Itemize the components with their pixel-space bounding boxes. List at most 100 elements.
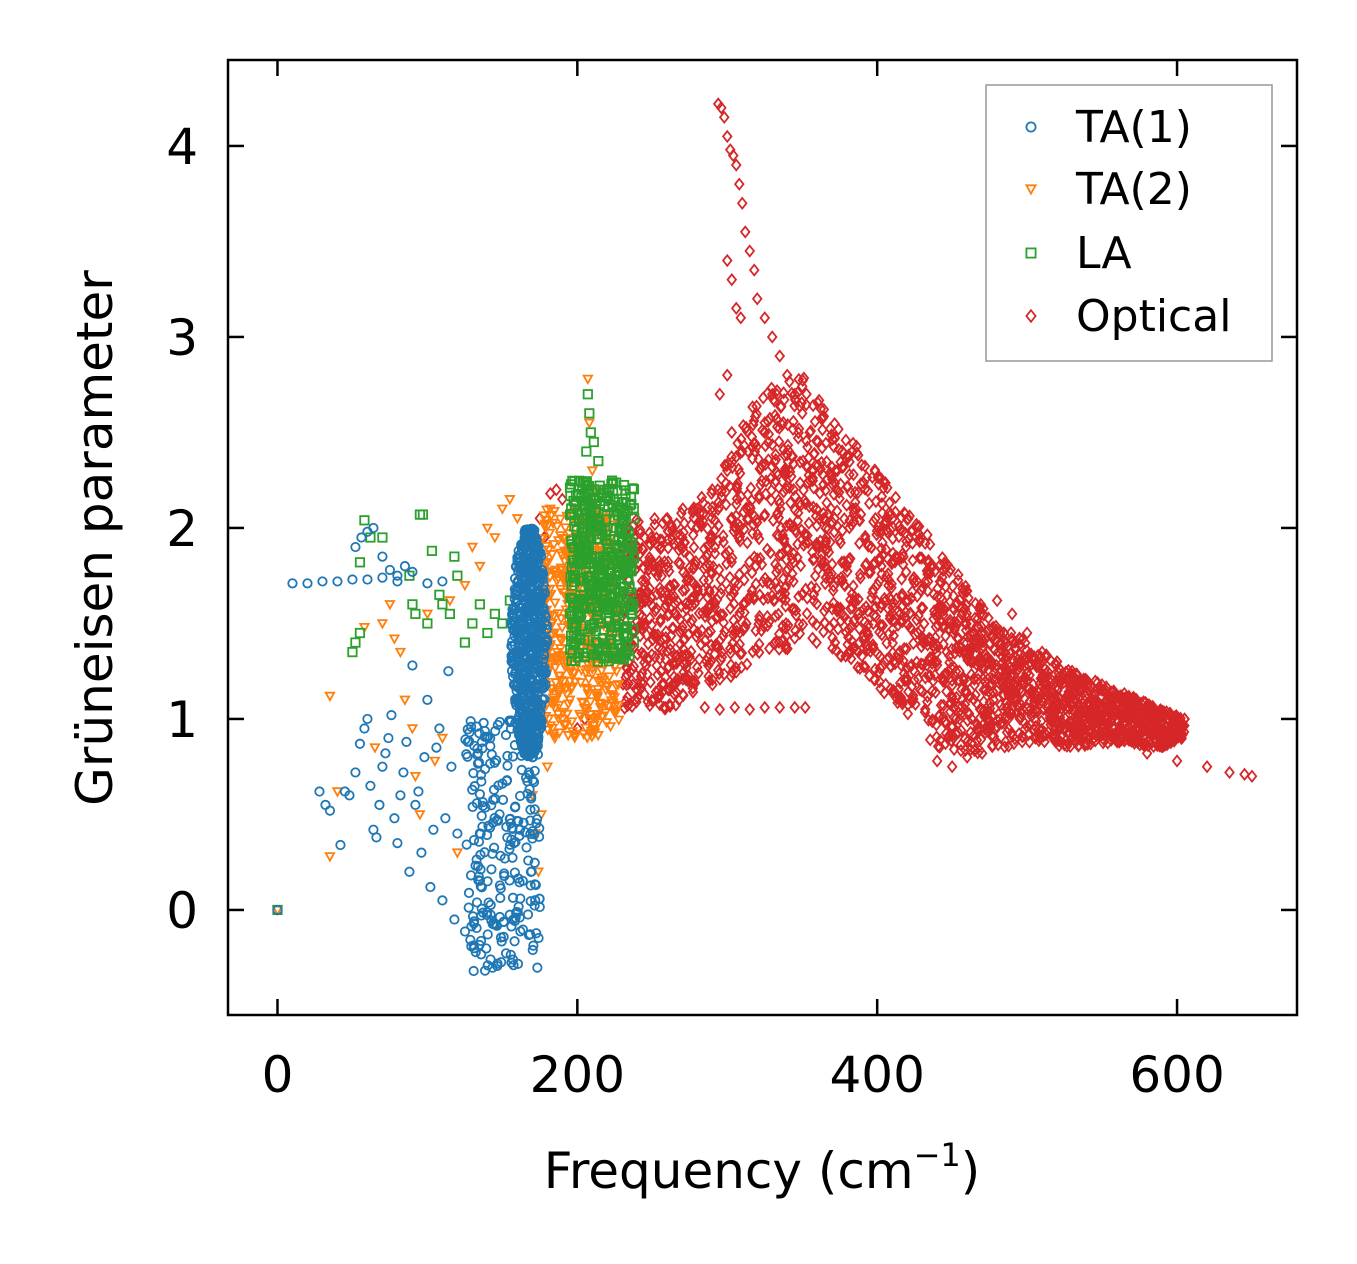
data-point-optical — [819, 616, 831, 630]
data-point-optical — [895, 523, 906, 537]
data-point-optical — [672, 649, 683, 663]
data-point-optical — [966, 653, 978, 667]
data-point-ta1 — [482, 929, 493, 940]
data-point-optical — [955, 641, 967, 656]
data-point-ta2 — [414, 810, 426, 821]
y-tick-label: 1 — [166, 691, 198, 749]
data-point-la — [347, 647, 358, 658]
data-point-ta2 — [553, 685, 565, 696]
data-point-optical — [1162, 713, 1174, 727]
data-point-optical — [795, 498, 807, 512]
data-point-optical — [1133, 710, 1144, 724]
data-point-la — [573, 490, 584, 501]
data-point-ta1 — [495, 883, 506, 894]
data-point-optical — [715, 101, 727, 115]
data-point-la — [564, 509, 576, 520]
data-point-optical — [662, 532, 674, 547]
data-point-optical — [763, 427, 775, 441]
data-point-optical — [930, 685, 941, 700]
data-point-ta1 — [505, 949, 516, 960]
data-point-optical — [858, 633, 870, 648]
data-point-optical — [770, 452, 782, 467]
data-point-optical — [645, 537, 656, 552]
data-point-optical — [685, 615, 696, 630]
data-point-ta2 — [586, 466, 599, 477]
x-axis-label: Frequency (cm−1) — [544, 1136, 981, 1200]
data-point-optical — [1055, 714, 1067, 728]
data-point-optical — [718, 110, 730, 124]
data-point-ta1 — [534, 705, 545, 716]
data-point-ta2 — [584, 729, 597, 740]
data-point-optical — [674, 528, 686, 542]
data-point-optical — [792, 514, 804, 528]
data-point-ta1 — [526, 576, 538, 588]
data-point-optical — [646, 693, 657, 708]
data-point-optical — [1086, 706, 1098, 721]
data-point-ta1 — [501, 775, 513, 786]
data-point-ta1 — [440, 813, 451, 824]
data-point-optical — [1082, 737, 1094, 751]
data-point-optical — [838, 446, 849, 460]
data-point-ta1 — [302, 578, 313, 589]
data-point-la — [567, 475, 578, 486]
data-point-ta1 — [510, 836, 521, 848]
data-point-la — [350, 637, 361, 648]
data-point-optical — [790, 603, 802, 618]
data-point-optical — [847, 579, 859, 593]
data-point-optical — [691, 660, 703, 674]
data-point-optical — [751, 440, 762, 454]
data-point-optical — [786, 552, 798, 566]
data-point-optical — [1154, 739, 1165, 753]
data-point-optical — [716, 490, 728, 504]
data-point-optical — [794, 455, 806, 469]
data-point-optical — [702, 658, 714, 673]
data-point-optical — [879, 515, 891, 530]
legend-label-ta1: TA(1) — [1075, 102, 1192, 153]
data-point-ta1 — [528, 940, 539, 951]
data-point-optical — [1063, 735, 1074, 750]
data-point-optical — [798, 371, 810, 385]
data-point-optical — [774, 548, 785, 563]
data-point-optical — [660, 630, 672, 645]
data-point-optical — [869, 555, 881, 570]
data-point-optical — [844, 455, 855, 469]
data-point-la — [571, 618, 582, 629]
data-point-ta1 — [514, 877, 525, 888]
data-point-ta2 — [561, 689, 573, 701]
data-point-optical — [759, 311, 771, 325]
data-point-ta1 — [526, 665, 537, 676]
data-point-ta2 — [558, 720, 570, 732]
data-point-optical — [772, 507, 783, 521]
data-point-optical — [624, 665, 636, 679]
data-point-optical — [1023, 682, 1035, 697]
data-point-optical — [784, 496, 796, 510]
data-point-optical — [937, 674, 949, 688]
data-point-ta1 — [531, 659, 543, 670]
data-point-ta1 — [493, 780, 504, 791]
data-point-optical — [1003, 689, 1015, 703]
data-point-optical — [834, 533, 845, 547]
data-point-optical — [667, 621, 679, 635]
data-point-optical — [1073, 691, 1085, 705]
data-point-optical — [869, 601, 881, 615]
data-point-optical — [754, 609, 765, 624]
data-point-ta2 — [555, 614, 567, 625]
data-point-optical — [1085, 701, 1097, 715]
data-point-ta1 — [404, 866, 415, 877]
data-point-optical — [845, 601, 856, 616]
data-point-optical — [652, 568, 663, 583]
data-point-optical — [938, 637, 949, 652]
data-point-optical — [768, 392, 779, 407]
data-point-optical — [1141, 700, 1153, 715]
data-point-ta2 — [595, 666, 608, 677]
data-point-optical — [783, 542, 794, 556]
data-point-optical — [887, 636, 899, 650]
y-tick-label: 4 — [166, 118, 198, 176]
data-point-optical — [1062, 699, 1074, 714]
data-point-ta1 — [410, 799, 421, 811]
data-point-optical — [859, 660, 871, 674]
data-point-optical — [972, 672, 984, 686]
data-point-optical — [688, 560, 700, 575]
data-point-optical — [695, 517, 707, 531]
data-point-ta1 — [502, 760, 513, 771]
